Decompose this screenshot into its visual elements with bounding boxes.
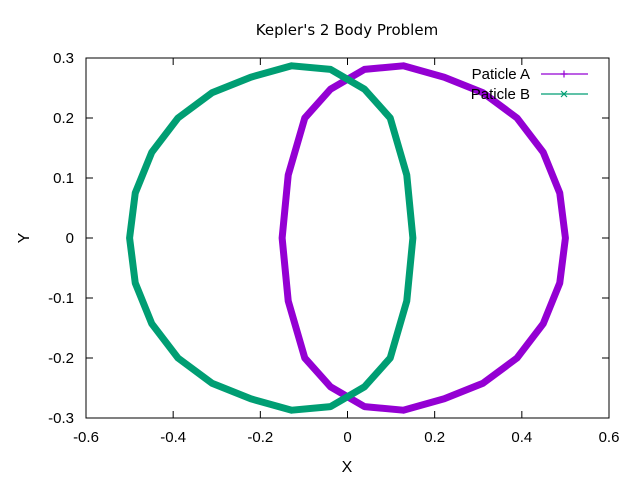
- data-point: [410, 236, 415, 240]
- data-point: [563, 236, 568, 240]
- y-tick-label: 0: [66, 230, 74, 247]
- legend-label-b: Paticle B: [471, 86, 530, 103]
- data-point: [401, 408, 406, 413]
- x-tick-label: 0.2: [424, 429, 445, 446]
- data-point: [302, 116, 307, 120]
- data-point: [286, 173, 291, 177]
- x-tick-label: 0.4: [511, 429, 532, 446]
- y-tick-label: 0.1: [53, 170, 74, 187]
- legend-marker-b: [560, 90, 568, 98]
- x-tick-label: -0.2: [247, 429, 273, 446]
- data-point: [248, 75, 253, 80]
- x-tick-label: 0.6: [599, 429, 620, 446]
- data-point: [404, 299, 409, 303]
- data-point: [557, 191, 562, 195]
- legend-label-a: Paticle A: [472, 66, 530, 83]
- chart-title: Kepler's 2 Body Problem: [256, 21, 438, 39]
- data-point: [404, 173, 409, 177]
- x-tick-label: 0: [343, 429, 351, 446]
- data-point: [175, 356, 180, 360]
- data-point: [362, 87, 367, 92]
- data-point: [149, 150, 154, 155]
- ticks-layer: -0.6 -0.4 -0.2 0 0.2 0.4 0.6 -0.3 -0.2 -0.1 0 0.1 0.…: [48, 50, 619, 446]
- data-point: [175, 116, 180, 120]
- data-point: [515, 116, 520, 120]
- y-tick-label: -0.1: [48, 290, 74, 307]
- data-point: [541, 150, 546, 155]
- data-point: [481, 381, 486, 386]
- data-point: [328, 67, 333, 72]
- series-line-b: [126, 62, 417, 414]
- data-point: [286, 299, 291, 303]
- data-point: [289, 63, 294, 68]
- data-point: [541, 321, 546, 326]
- data-point: [481, 90, 486, 95]
- data-point: [442, 396, 447, 401]
- data-point: [388, 356, 393, 360]
- data-point: [127, 236, 132, 240]
- series-line-a: [278, 62, 569, 414]
- y-tick-label: -0.2: [48, 350, 74, 367]
- legend-entry-a: Paticle A: [472, 66, 588, 83]
- legend: Paticle A Paticle B: [471, 66, 588, 103]
- data-point: [362, 404, 367, 409]
- data-point: [442, 75, 447, 80]
- data-point: [280, 236, 285, 240]
- x-axis-label: X: [342, 459, 353, 476]
- data-point: [328, 87, 333, 92]
- data-point: [401, 63, 406, 68]
- data-point: [133, 191, 138, 195]
- data-point: [388, 116, 393, 120]
- data-point: [515, 356, 520, 360]
- data-point: [289, 408, 294, 413]
- x-tick-label: -0.4: [160, 429, 186, 446]
- plot-frame: [85, 57, 610, 419]
- series-layer: [126, 62, 569, 414]
- data-point: [209, 90, 214, 95]
- data-point: [302, 356, 307, 360]
- y-tick-label: -0.3: [48, 410, 74, 427]
- data-point: [362, 384, 367, 389]
- x-tick-label: -0.6: [73, 429, 99, 446]
- data-point: [248, 396, 253, 401]
- data-point: [557, 281, 562, 285]
- data-point: [328, 384, 333, 389]
- data-point: [133, 281, 138, 285]
- y-axis-label: Y: [16, 232, 33, 243]
- data-point: [362, 67, 367, 72]
- data-point: [149, 321, 154, 326]
- legend-marker-a: [560, 70, 568, 78]
- data-point: [209, 381, 214, 386]
- data-point: [328, 404, 333, 409]
- y-tick-label: 0.3: [53, 50, 74, 67]
- y-tick-label: 0.2: [53, 110, 74, 127]
- legend-entry-b: Paticle B: [471, 86, 588, 103]
